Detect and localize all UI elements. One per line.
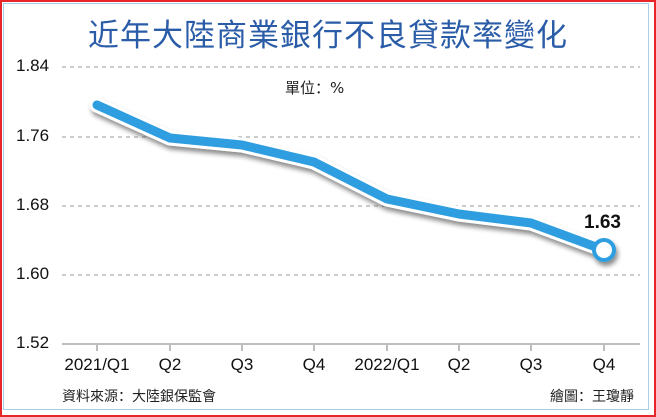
x-tick-label: Q4 <box>592 355 616 374</box>
data-line <box>89 97 616 262</box>
source-note: 資料來源：大陸銀保監會 <box>62 389 216 405</box>
grid-lines <box>62 66 640 276</box>
credit-note: 繪圖：王瓊靜 <box>550 389 634 405</box>
x-tick-label: Q2 <box>158 355 182 374</box>
end-point-marker <box>592 238 616 262</box>
x-tick-label: Q3 <box>519 355 543 374</box>
x-ticks <box>96 344 605 351</box>
unit-label: 單位：% <box>285 79 345 97</box>
y-tick-label: 1.60 <box>16 264 50 283</box>
x-tick-label: Q2 <box>447 355 471 374</box>
y-tick-label: 1.76 <box>16 126 50 145</box>
y-tick-label: 1.52 <box>16 333 50 352</box>
x-tick-label: Q3 <box>230 355 254 374</box>
y-tick-label: 1.68 <box>16 195 50 214</box>
x-tick-label: 2022/Q1 <box>354 355 420 374</box>
inner-border <box>3 3 649 410</box>
chart-title: 近年大陸商業銀行不良貸款率變化 <box>88 18 568 54</box>
x-tick-label: 2021/Q1 <box>64 355 130 374</box>
end-value-label: 1.63 <box>584 212 621 233</box>
y-tick-label: 1.84 <box>16 56 50 75</box>
x-tick-label: Q4 <box>302 355 326 374</box>
